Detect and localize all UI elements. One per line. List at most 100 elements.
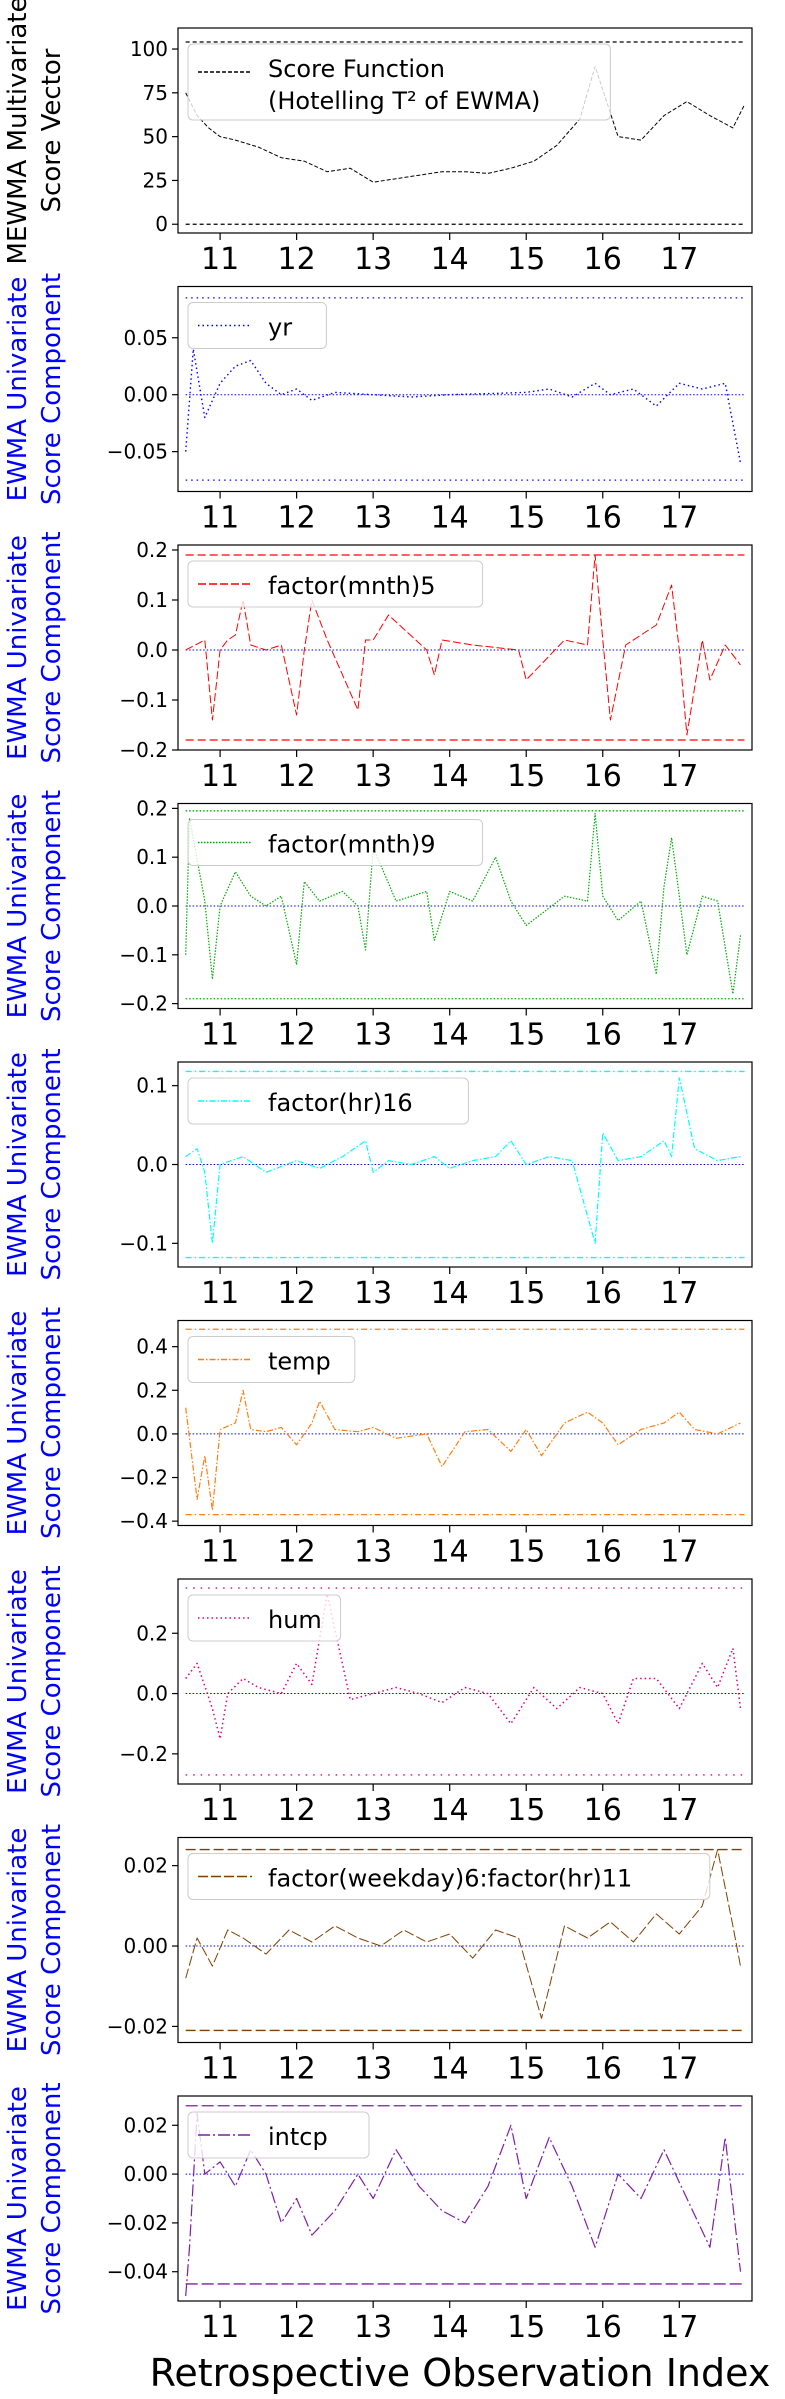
x-tick-label: 15	[507, 1535, 545, 1570]
legend-box	[187, 2111, 370, 2159]
axes-frame	[177, 2095, 753, 2302]
x-tick-label: 11	[201, 1535, 239, 1570]
y-tick-label: −0.1	[119, 943, 168, 967]
legend-label: yr	[268, 314, 292, 342]
y-tick-label: −0.05	[107, 440, 168, 464]
x-tick-label: 16	[584, 1535, 622, 1570]
x-tick-label: 15	[507, 242, 545, 277]
y-axis-title-line: MEWMA Multivariate	[3, 0, 33, 264]
y-axis-title: EWMA Univariate Score Component	[3, 1307, 67, 1539]
x-tick-label: 12	[278, 1018, 316, 1053]
x-tick-label: 11	[201, 2310, 239, 2345]
legend-box	[187, 1336, 356, 1383]
y-tick-label: 25	[143, 168, 168, 192]
series-line	[185, 1389, 741, 1511]
y-tick-label: −0.04	[107, 2260, 168, 2284]
x-tick-label: 11	[201, 1018, 239, 1053]
legend-label: factor(mnth)5	[268, 572, 436, 600]
x-tick-label: 12	[278, 1276, 316, 1311]
legend: Score Function (Hotelling T² of EWMA)	[187, 43, 611, 121]
chart-panel-9: −0.04 −0.02 0.00 0.02 11 12 13 14 15 16 17 EWMA Uni…	[3, 2082, 753, 2345]
x-tick-label: 15	[507, 1018, 545, 1053]
x-tick-label: 12	[278, 2310, 316, 2345]
y-tick-label: −0.2	[119, 992, 168, 1016]
y-axis-title-line: EWMA Univariate	[3, 535, 33, 760]
y-axis-title: MEWMA Multivariate Score Vector	[3, 0, 67, 264]
y-tick-label: 0.1	[136, 588, 168, 612]
chart-panel-6: −0.4 −0.2 0.0 0.2 0.4 11 12 13 14 15 16 17 EWMA Univ…	[3, 1307, 753, 1570]
x-tick-label: 14	[431, 1793, 469, 1828]
legend-box	[187, 1853, 711, 1900]
x-tick-label: 12	[278, 759, 316, 794]
y-tick-label: 0.00	[123, 1934, 168, 1958]
legend-box	[187, 1077, 469, 1125]
legend-box	[187, 560, 484, 608]
y-axis-title-line: EWMA Univariate	[3, 1828, 33, 2053]
x-tick-label: 14	[431, 242, 469, 277]
chart-panel-7: −0.2 0.0 0.2 11 12 13 14 15 16 17 EWMA Univariate S…	[3, 1565, 753, 1828]
x-tick-label: 17	[660, 2052, 698, 2087]
y-axis-title-line: Score Vector	[37, 48, 67, 212]
y-axis-title-line: Score Component	[37, 1048, 67, 1280]
series-line	[185, 66, 745, 183]
legend-box	[187, 302, 327, 349]
x-tick-label: 15	[507, 2052, 545, 2087]
y-tick-label: 0.2	[136, 1378, 168, 1402]
x-tick-label: 13	[354, 1018, 392, 1053]
y-axis-title-line: Score Component	[37, 1565, 67, 1797]
series-line	[185, 812, 742, 995]
legend-box	[187, 43, 611, 121]
y-axis-title-line: EWMA Univariate	[3, 1311, 33, 1536]
x-tick-label: 13	[354, 2052, 392, 2087]
y-tick-label: 0.00	[123, 383, 168, 407]
legend: hum	[187, 1594, 342, 1642]
y-axis-title-line: Score Component	[37, 1307, 67, 1539]
y-axis-title-line: EWMA Univariate	[3, 277, 33, 502]
x-tick-label: 15	[507, 2310, 545, 2345]
x-tick-label: 13	[354, 2310, 392, 2345]
x-tick-label: 11	[201, 242, 239, 277]
x-tick-label: 11	[201, 2052, 239, 2087]
chart-panel-3: −0.2 −0.1 0.0 0.1 0.2 11 12 13 14 15 16 17 EWMA Univ…	[3, 531, 753, 794]
legend-label: Score Function	[268, 55, 445, 83]
x-tick-label: 12	[278, 501, 316, 536]
y-tick-label: 0.2	[136, 1621, 168, 1645]
y-tick-label: 0.0	[136, 1153, 168, 1177]
x-tick-label: 13	[354, 759, 392, 794]
x-tick-label: 17	[660, 501, 698, 536]
legend: factor(mnth)5	[187, 560, 484, 608]
series-line	[185, 1849, 741, 2019]
x-tick-label: 17	[660, 1018, 698, 1053]
y-tick-label: −0.2	[119, 738, 168, 762]
x-tick-label: 14	[431, 2052, 469, 2087]
y-axis-title-line: Score Component	[37, 273, 67, 505]
x-tick-label: 16	[584, 1793, 622, 1828]
y-tick-label: 0.0	[136, 1682, 168, 1706]
legend-label: intcp	[268, 2123, 328, 2151]
x-tick-label: 17	[660, 759, 698, 794]
y-axis-title-line: EWMA Univariate	[3, 794, 33, 1019]
x-tick-label: 11	[201, 501, 239, 536]
x-tick-label: 13	[354, 1276, 392, 1311]
x-tick-label: 12	[278, 242, 316, 277]
y-tick-label: 0.00	[123, 2162, 168, 2186]
y-tick-label: 0	[155, 212, 168, 236]
x-tick-label: 16	[584, 1276, 622, 1311]
axes-frame	[177, 27, 753, 234]
x-tick-label: 12	[278, 1535, 316, 1570]
x-tick-label: 16	[584, 501, 622, 536]
y-axis-title: EWMA Univariate Score Component	[3, 1824, 67, 2056]
y-axis-title-line: EWMA Univariate	[3, 1052, 33, 1277]
legend-label: factor(mnth)9	[268, 831, 436, 859]
x-tick-label: 17	[660, 2310, 698, 2345]
x-tick-label: 13	[354, 1793, 392, 1828]
x-tick-label: 12	[278, 2052, 316, 2087]
y-tick-label: −0.1	[119, 688, 168, 712]
y-tick-label: 0.2	[136, 796, 168, 820]
chart-panel-4: −0.2 −0.1 0.0 0.1 0.2 11 12 13 14 15 16 17 EWMA Univ…	[3, 790, 753, 1053]
legend: yr	[187, 302, 327, 349]
y-tick-label: 0.0	[136, 1422, 168, 1446]
axes-frame	[177, 1836, 753, 2044]
y-axis-title: EWMA Univariate Score Component	[3, 273, 67, 505]
